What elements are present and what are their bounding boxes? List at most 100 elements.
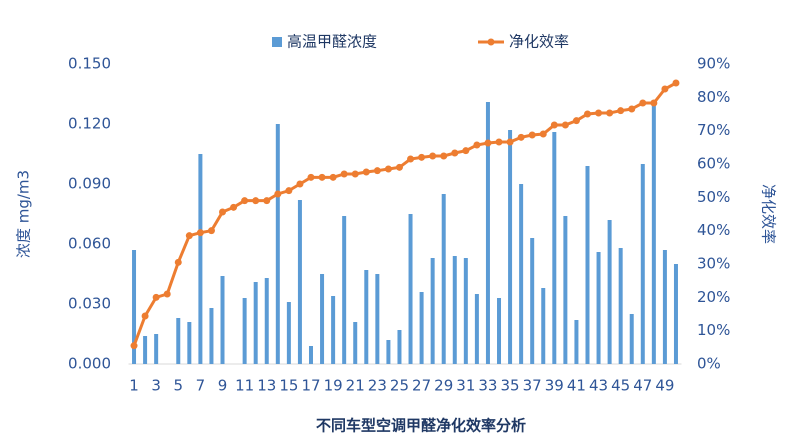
bar (574, 320, 579, 364)
bar (618, 248, 623, 364)
x-tick-label: 27 (412, 377, 431, 395)
bar (154, 334, 159, 364)
bar (452, 256, 457, 364)
x-tick-label: 25 (390, 377, 409, 395)
bar (430, 258, 435, 364)
x-tick-label: 43 (589, 377, 608, 395)
line-point (351, 170, 359, 178)
line-point (650, 99, 658, 107)
x-tick-label: 21 (346, 377, 365, 395)
x-tick-label: 41 (567, 377, 586, 395)
bar (585, 166, 590, 364)
x-tick-label: 3 (151, 377, 161, 395)
x-tick-label: 7 (196, 377, 206, 395)
bar (497, 298, 502, 364)
line-point (583, 110, 591, 118)
y-tick-label: 0.060 (68, 235, 111, 253)
x-tick-label: 45 (611, 377, 630, 395)
line-point (373, 167, 381, 175)
bar (419, 292, 424, 364)
line-point (639, 99, 647, 107)
y-tick-label: 0.000 (68, 355, 111, 373)
legend-label: 高温甲醛浓度 (287, 33, 377, 51)
y2-tick-label: 60% (697, 155, 730, 173)
x-tick-label: 39 (545, 377, 564, 395)
bar (485, 102, 490, 364)
line-point (606, 109, 614, 117)
line-point (285, 187, 293, 195)
bar (651, 100, 656, 364)
y2-tick-label: 40% (697, 221, 730, 239)
x-tick-label: 23 (368, 377, 387, 395)
x-axis-title: 不同车型空调甲醛净化效率分析 (316, 417, 526, 435)
bar (397, 330, 402, 364)
line-point (196, 229, 204, 237)
bar (275, 124, 280, 364)
line-point (528, 131, 536, 139)
y2-tick-label: 50% (697, 188, 730, 206)
line-point (661, 85, 669, 93)
x-tick-label: 11 (235, 377, 254, 395)
line-point (384, 165, 392, 173)
bar (441, 194, 446, 364)
x-tick-label: 1 (129, 377, 139, 395)
bar (209, 308, 214, 364)
line-point (395, 163, 403, 171)
x-tick-label: 19 (324, 377, 343, 395)
line-point (340, 170, 348, 178)
y-tick-label: 0.030 (68, 295, 111, 313)
bar (375, 274, 380, 364)
line-point (219, 208, 227, 216)
y2-tick-label: 20% (697, 288, 730, 306)
bar (132, 250, 137, 364)
bar (408, 214, 413, 364)
x-tick-label: 47 (633, 377, 652, 395)
bar (541, 288, 546, 364)
line-point (263, 197, 271, 205)
x-tick-label: 9 (218, 377, 228, 395)
line-point (252, 197, 260, 205)
line-point (318, 173, 326, 181)
line-point (595, 109, 603, 117)
bar (474, 294, 479, 364)
line-point (539, 130, 547, 138)
bar (308, 346, 313, 364)
y2-tick-label: 30% (697, 255, 730, 273)
y-tick-label: 0.090 (68, 175, 111, 193)
line-point (517, 133, 525, 141)
bar (629, 314, 634, 364)
bar (662, 250, 667, 364)
bar (242, 298, 247, 364)
bar (286, 302, 291, 364)
legend-swatch (487, 38, 495, 46)
bar (508, 130, 513, 364)
x-tick-label: 5 (173, 377, 183, 395)
y2-tick-label: 90% (697, 55, 730, 73)
line-point (628, 105, 636, 113)
line-point (418, 153, 426, 161)
x-tick-label: 15 (279, 377, 298, 395)
line-point (429, 152, 437, 160)
bar (386, 340, 391, 364)
bar (519, 184, 524, 364)
line-point (130, 342, 138, 350)
bar (353, 322, 358, 364)
bar (187, 322, 192, 364)
bar (264, 278, 269, 364)
x-tick-label: 13 (257, 377, 276, 395)
bar (198, 154, 203, 364)
y2-tick-label: 10% (697, 321, 730, 339)
bar (342, 216, 347, 364)
line-point (451, 149, 459, 157)
x-tick-label: 49 (655, 377, 674, 395)
bar (607, 220, 612, 364)
bar (640, 164, 645, 364)
x-tick-label: 33 (478, 377, 497, 395)
legend-swatch (272, 37, 282, 47)
y-axis-title: 浓度 mg/m3 (15, 170, 33, 258)
line-point (672, 79, 680, 87)
bar (364, 270, 369, 364)
y2-axis-title: 净化效率 (760, 184, 778, 244)
bar (596, 252, 601, 364)
